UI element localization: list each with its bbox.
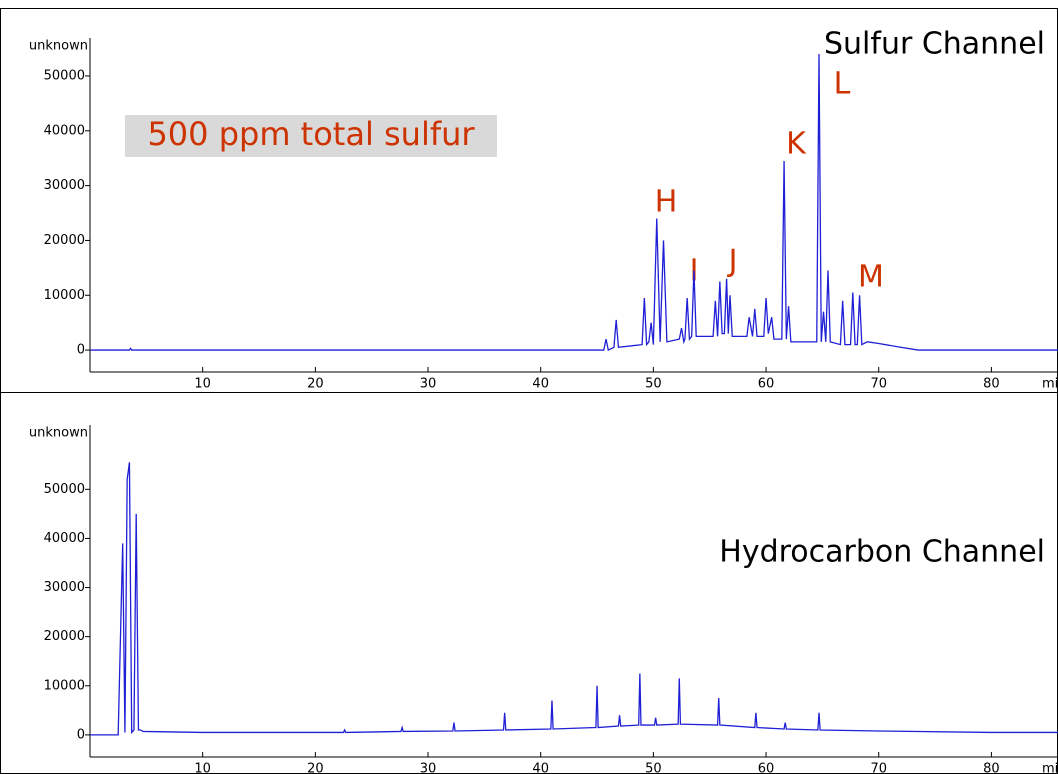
signal-line — [90, 462, 1058, 736]
y-tick-label: 20000 — [44, 233, 85, 248]
y-tick-label: 30000 — [44, 580, 85, 595]
x-axis-label: min — [1042, 762, 1058, 774]
peak-label: M — [858, 260, 884, 295]
x-tick-label: 40 — [532, 762, 549, 774]
y-axis-label: unknown — [29, 426, 88, 441]
signal-line — [90, 54, 1058, 352]
y-tick-label: 40000 — [44, 123, 85, 138]
x-tick-label: 70 — [870, 762, 887, 774]
peak-label: L — [834, 67, 851, 102]
note: 500 ppm total sulfur — [147, 115, 475, 153]
y-tick-label: 50000 — [44, 68, 85, 83]
x-tick-label: 40 — [532, 377, 549, 392]
panel-frame — [0, 392, 1058, 774]
y-axis-label: unknown — [29, 39, 88, 54]
x-tick-label: 10 — [194, 762, 211, 774]
x-tick-label: 20 — [307, 762, 324, 774]
y-tick-label: 0 — [77, 343, 85, 358]
peak-label: K — [786, 127, 807, 162]
y-tick-label: 10000 — [44, 288, 85, 303]
y-tick-label: 40000 — [44, 531, 85, 546]
peak-label: H — [655, 185, 678, 220]
chart-title: Hydrocarbon Channel — [719, 535, 1045, 570]
panel-frame — [0, 8, 1058, 393]
x-tick-label: 20 — [307, 377, 324, 392]
y-tick-label: 10000 — [44, 678, 85, 693]
x-tick-label: 30 — [420, 762, 437, 774]
y-tick-label: 50000 — [44, 482, 85, 497]
x-tick-label: 60 — [758, 377, 775, 392]
x-tick-label: 50 — [645, 377, 662, 392]
y-tick-label: 30000 — [44, 178, 85, 193]
x-tick-label: 50 — [645, 762, 662, 774]
x-axis-label: min — [1042, 377, 1058, 392]
x-tick-label: 80 — [983, 377, 1000, 392]
peak-label: J — [727, 244, 738, 279]
note-box — [125, 115, 497, 157]
x-tick-label: 60 — [758, 762, 775, 774]
x-tick-label: 70 — [870, 377, 887, 392]
x-tick-label: 30 — [420, 377, 437, 392]
x-tick-label: 10 — [194, 377, 211, 392]
y-tick-label: 20000 — [44, 629, 85, 644]
y-tick-label: 0 — [77, 727, 85, 742]
chart-title: Sulfur Channel — [824, 27, 1045, 62]
x-tick-label: 80 — [983, 762, 1000, 774]
